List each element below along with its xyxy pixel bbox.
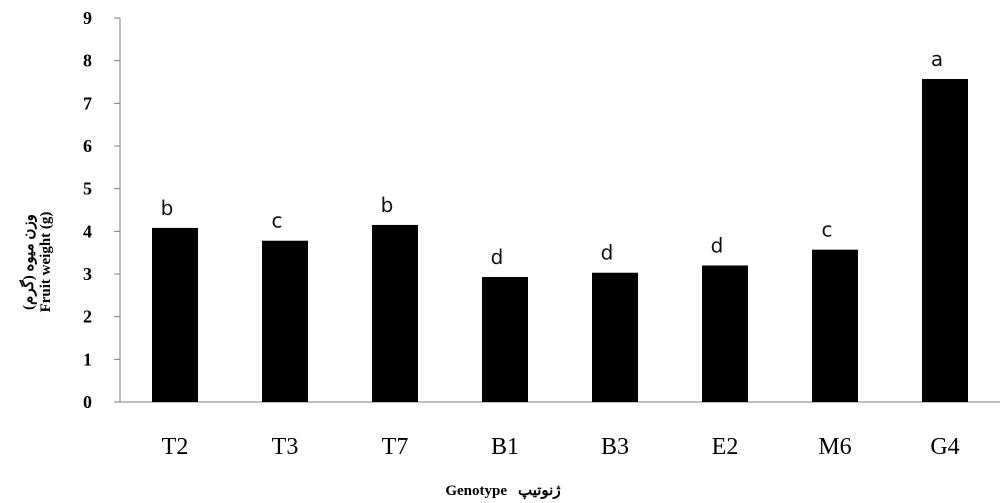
y-tick-label: 6: [83, 136, 92, 156]
y-tick-label: 7: [83, 93, 92, 113]
bar-m6: [812, 249, 858, 402]
x-tick-label: T3: [272, 434, 299, 460]
significance-letter: b: [161, 196, 174, 220]
x-tick-label: G4: [930, 434, 959, 460]
significance-letter: d: [601, 241, 614, 265]
bar-t7: [372, 224, 418, 402]
y-tick-label: 3: [83, 264, 92, 284]
x-tick-label: E2: [712, 434, 739, 460]
bar-g4: [922, 79, 968, 402]
x-axis-title: Genotype ژنوتیپ: [445, 483, 560, 500]
y-tick-label: 2: [83, 307, 92, 327]
y-tick-label: 0: [83, 392, 92, 412]
significance-letter: c: [822, 218, 833, 242]
x-tick-label: T2: [162, 434, 189, 460]
significance-letter: c: [272, 209, 283, 233]
bar-b1: [482, 276, 528, 402]
x-tick-label: B1: [491, 434, 519, 460]
y-tick-label: 5: [83, 179, 92, 199]
y-ticks: 0 1 2 3 4 5 6 7 8 9: [83, 8, 120, 412]
y-axis-title: وزن میوه (گرم) Fruit weight (g): [19, 212, 54, 313]
x-tick-label: B3: [601, 434, 629, 460]
significance-letter: d: [711, 233, 724, 257]
x-tick-labels: T2 T3 T7 B1 B3 E2 M6 G4: [162, 434, 960, 460]
x-tick-label: T7: [382, 434, 409, 460]
bar-b3: [592, 272, 638, 402]
y-axis-label-fa: وزن میوه (گرم): [19, 214, 37, 310]
significance-letter: b: [381, 193, 394, 217]
x-axis-label-fa: ژنوتیپ: [518, 483, 561, 500]
y-axis-label-en: Fruit weight (g): [38, 212, 54, 313]
bar-t2: [152, 227, 198, 402]
significance-letter: d: [491, 245, 504, 269]
significance-letters: b c b d d d c a: [161, 47, 943, 269]
bars: [152, 79, 968, 402]
bar-e2: [702, 265, 748, 402]
y-tick-label: 8: [83, 51, 92, 71]
y-tick-label: 4: [83, 221, 92, 241]
y-tick-label: 1: [83, 349, 92, 369]
significance-letter: a: [931, 47, 943, 71]
x-axis-label-en: Genotype: [445, 483, 507, 499]
y-tick-label: 9: [83, 8, 92, 28]
x-tick-label: M6: [818, 434, 851, 460]
bar-t3: [262, 240, 308, 402]
